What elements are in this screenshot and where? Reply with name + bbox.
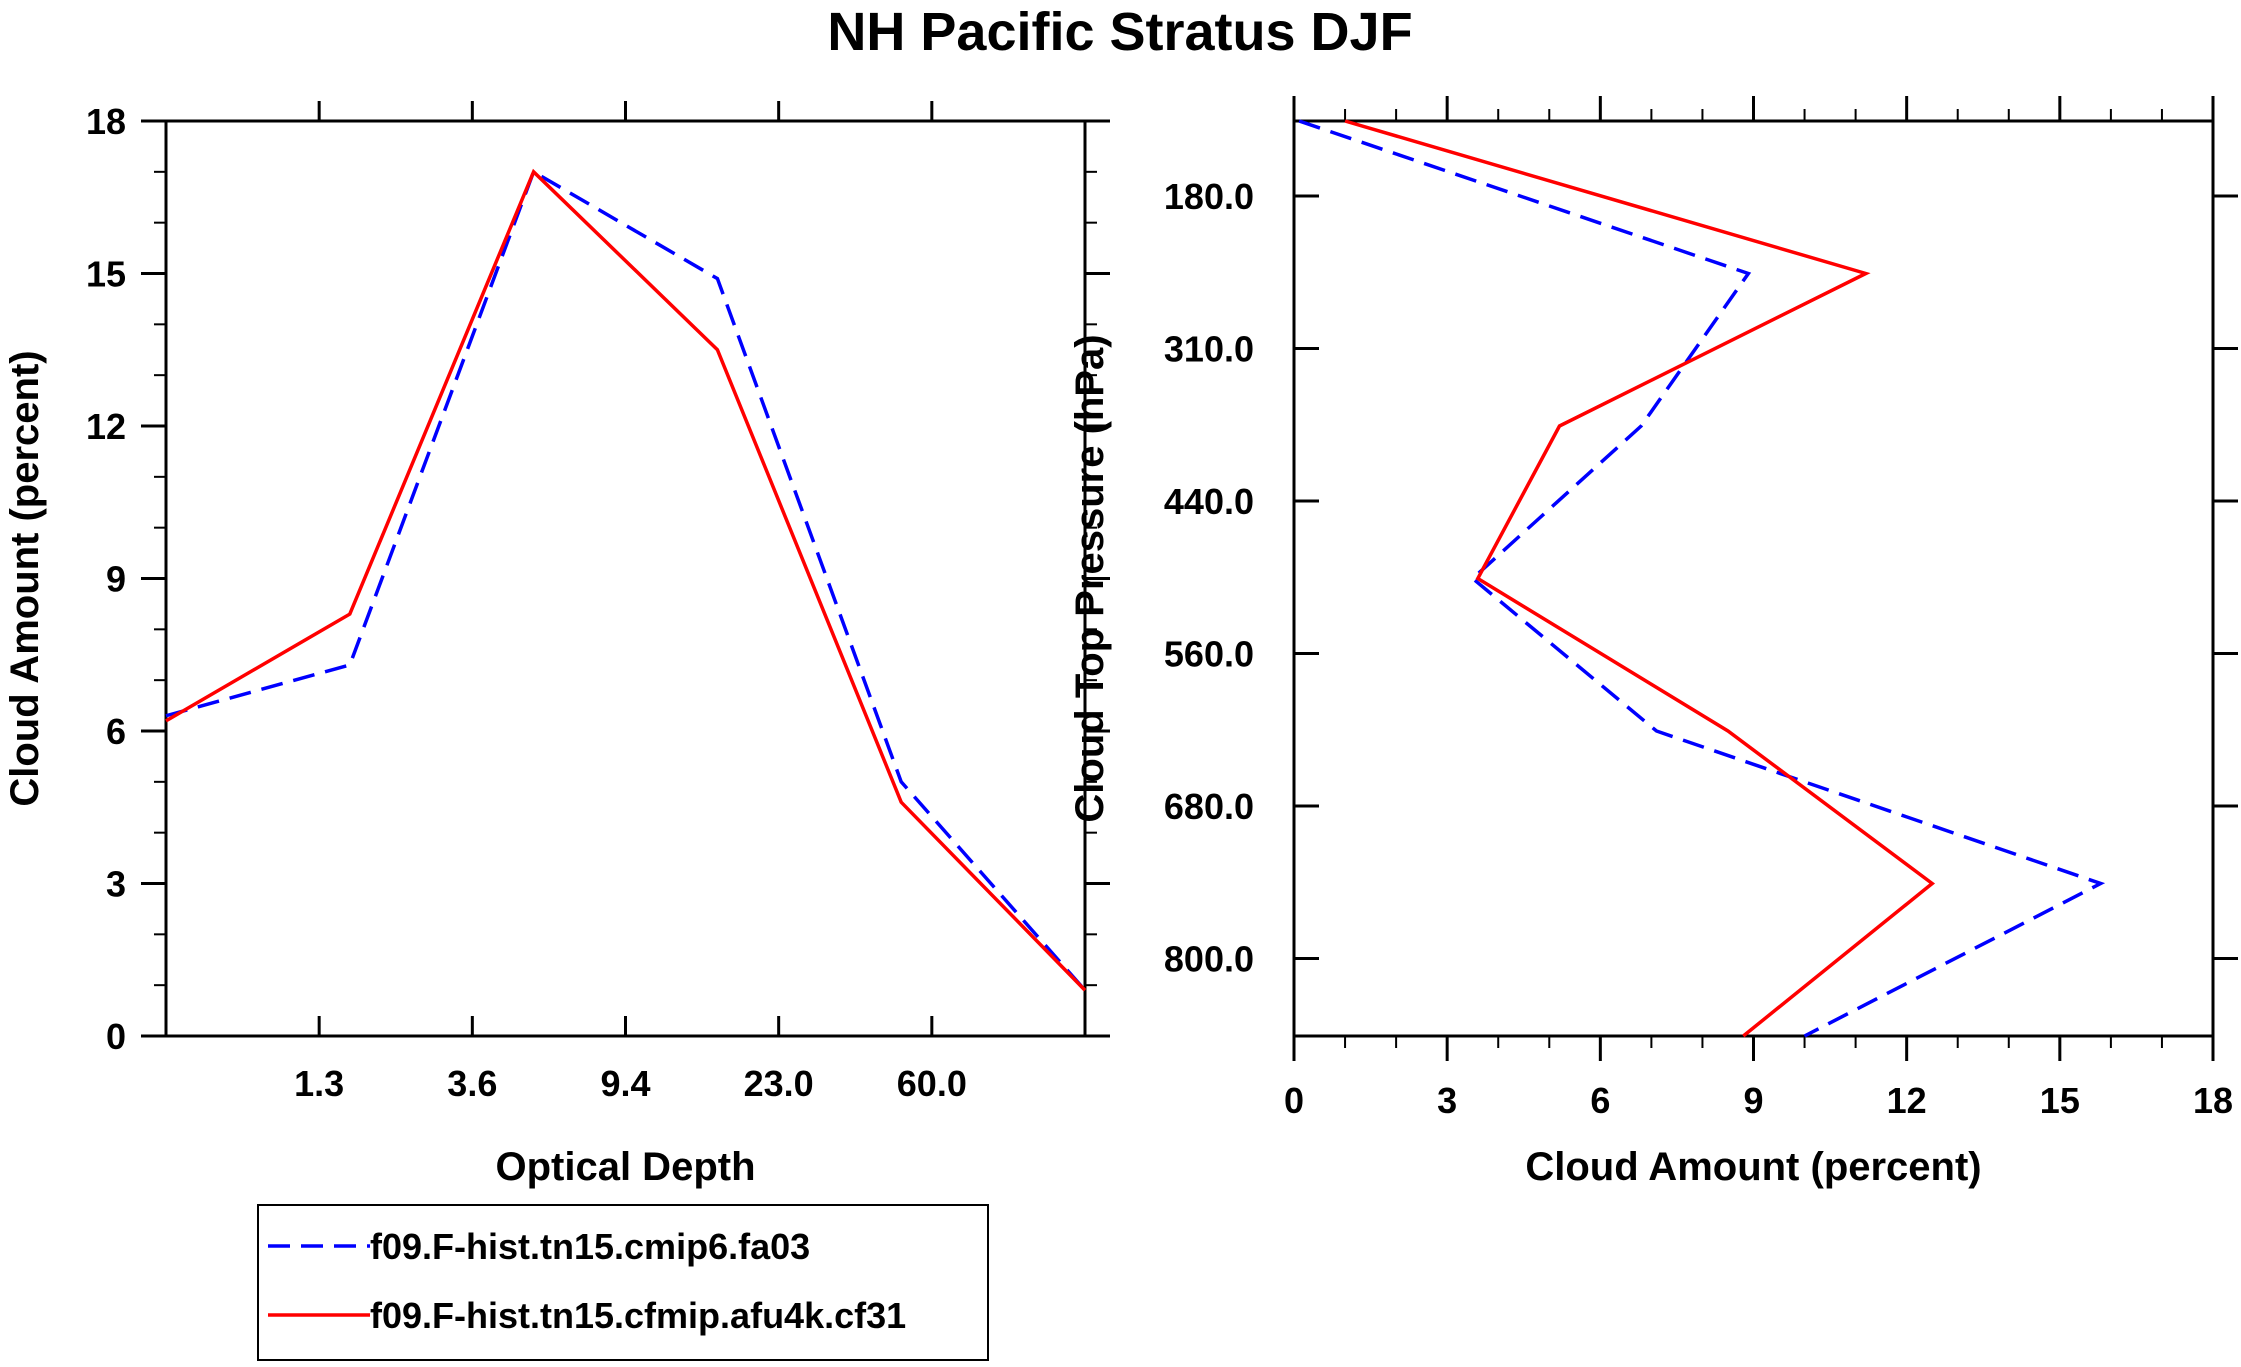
x-tick-label: 9 bbox=[1743, 1080, 1763, 1121]
series-line-2 bbox=[165, 168, 1087, 992]
y-tick-label: 9 bbox=[106, 559, 126, 600]
y-tick-label: 180.0 bbox=[1164, 176, 1254, 217]
x-tick-label: 6 bbox=[1590, 1080, 1610, 1121]
pressure-profile-plot: 0 3 6 9 12 15 18 180.0 310.0 440.0 560.0 680.0 800.0… bbox=[1068, 96, 2238, 1189]
x-tick-label: 0 bbox=[1284, 1080, 1304, 1121]
legend: f09.F-hist.tn15.cmip6.fa03 f09.F-hist.tn… bbox=[257, 1204, 989, 1361]
y-tick-label: 12 bbox=[86, 406, 126, 447]
x-axis-label: Cloud Amount (percent) bbox=[1525, 1145, 1981, 1189]
x-tick-label: 15 bbox=[2040, 1080, 2080, 1121]
y-tick-label: 800.0 bbox=[1164, 939, 1254, 980]
y-tick-label: 6 bbox=[106, 711, 126, 752]
profile-line-2 bbox=[1344, 119, 1936, 1038]
legend-label-series-2: f09.F-hist.tn15.cfmip.afu4k.cf31 bbox=[370, 1295, 906, 1336]
x-axis-label: Optical Depth bbox=[495, 1145, 755, 1189]
y-tick-label: 0 bbox=[106, 1016, 126, 1057]
right-plot-frame bbox=[1292, 119, 2215, 1038]
y-axis-label: Cloud Amount (percent) bbox=[3, 350, 47, 806]
x-tick-label: 3.6 bbox=[447, 1063, 497, 1104]
y-tick-label: 18 bbox=[86, 101, 126, 142]
x-tick-label: 3 bbox=[1437, 1080, 1457, 1121]
optical-depth-plot: 1.3 3.6 9.4 23.0 60.0 0 3 6 9 12 15 18 Optical Depth… bbox=[3, 101, 1110, 1189]
x-tick-label: 60.0 bbox=[897, 1063, 967, 1104]
legend-box bbox=[257, 1204, 989, 1361]
y-tick-label: 310.0 bbox=[1164, 329, 1254, 370]
y-tick-label: 560.0 bbox=[1164, 634, 1254, 675]
chart-title: NH Pacific Stratus DJF bbox=[827, 2, 1412, 62]
left-plot-frame bbox=[164, 119, 1087, 1038]
y-tick-label: 15 bbox=[86, 254, 126, 295]
x-tick-label: 18 bbox=[2193, 1080, 2233, 1121]
y-axis-label: Cloud Top Pressure (hPa) bbox=[1068, 334, 1112, 822]
y-tick-label: 680.0 bbox=[1164, 786, 1254, 827]
x-tick-label: 23.0 bbox=[744, 1063, 814, 1104]
profile-line-1 bbox=[1298, 119, 2106, 1038]
x-tick-label: 9.4 bbox=[600, 1063, 650, 1104]
series-line-1 bbox=[165, 169, 1087, 992]
y-tick-label: 440.0 bbox=[1164, 481, 1254, 522]
x-tick-label: 1.3 bbox=[294, 1063, 344, 1104]
x-tick-label: 12 bbox=[1887, 1080, 1927, 1121]
y-tick-label: 3 bbox=[106, 864, 126, 905]
legend-label-series-1: f09.F-hist.tn15.cmip6.fa03 bbox=[370, 1226, 810, 1267]
